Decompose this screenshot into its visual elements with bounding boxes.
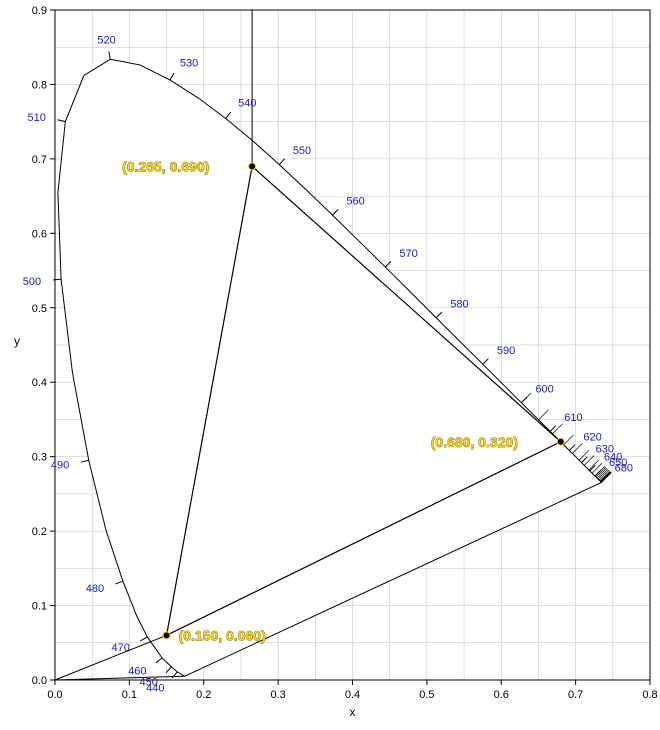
x-tick-label: 0.8 — [642, 689, 657, 701]
gamut-vertex-label: (0.150, 0.060) — [179, 627, 266, 643]
y-tick-label: 0.0 — [32, 675, 47, 687]
wavelength-label: 540 — [238, 98, 256, 110]
x-tick-label: 0.3 — [270, 689, 285, 701]
wavelength-label: 460 — [128, 665, 146, 677]
y-tick-label: 0.2 — [32, 526, 47, 538]
x-axis-label: x — [350, 705, 356, 719]
x-tick-label: 0.5 — [419, 689, 434, 701]
y-axis-label: y — [14, 334, 20, 348]
gamut-vertex-label: (0.265, 0.690) — [122, 158, 209, 174]
wavelength-label: 610 — [564, 412, 582, 424]
wavelength-label: 550 — [293, 145, 311, 157]
wavelength-label: 590 — [497, 345, 515, 357]
wavelength-label: 620 — [583, 431, 601, 443]
wavelength-label: 450 — [140, 677, 158, 689]
gamut-vertex-label: (0.680, 0.320) — [431, 434, 518, 450]
y-tick-label: 0.7 — [32, 154, 47, 166]
x-tick-label: 0.7 — [568, 689, 583, 701]
wavelength-label: 470 — [112, 642, 130, 654]
x-tick-label: 0.4 — [345, 689, 360, 701]
wavelength-label: 570 — [399, 248, 417, 260]
wavelength-label: 600 — [535, 384, 553, 396]
wavelength-label: 500 — [23, 276, 41, 288]
chart-svg: 4404504604704804905005105205305405505605… — [0, 0, 660, 730]
y-tick-label: 0.6 — [32, 228, 47, 240]
y-tick-label: 0.1 — [32, 601, 47, 613]
x-tick-label: 0.1 — [122, 689, 137, 701]
y-tick-label: 0.8 — [32, 79, 47, 91]
wavelength-label: 680 — [615, 462, 633, 474]
x-tick-label: 0.6 — [494, 689, 509, 701]
y-tick-label: 0.9 — [32, 5, 47, 17]
wavelength-label: 480 — [86, 583, 104, 595]
y-tick-label: 0.5 — [32, 303, 47, 315]
wavelength-label: 510 — [27, 112, 45, 124]
x-tick-label: 0.0 — [47, 689, 62, 701]
wavelength-label: 560 — [346, 196, 364, 208]
wavelength-label: 580 — [450, 299, 468, 311]
chromaticity-chart: 4404504604704804905005105205305405505605… — [0, 0, 660, 730]
wavelength-label: 530 — [180, 58, 198, 70]
wavelength-label: 520 — [97, 35, 115, 47]
y-tick-label: 0.3 — [32, 452, 47, 464]
y-tick-label: 0.4 — [32, 377, 47, 389]
x-tick-label: 0.2 — [196, 689, 211, 701]
wavelength-label: 490 — [51, 460, 69, 472]
